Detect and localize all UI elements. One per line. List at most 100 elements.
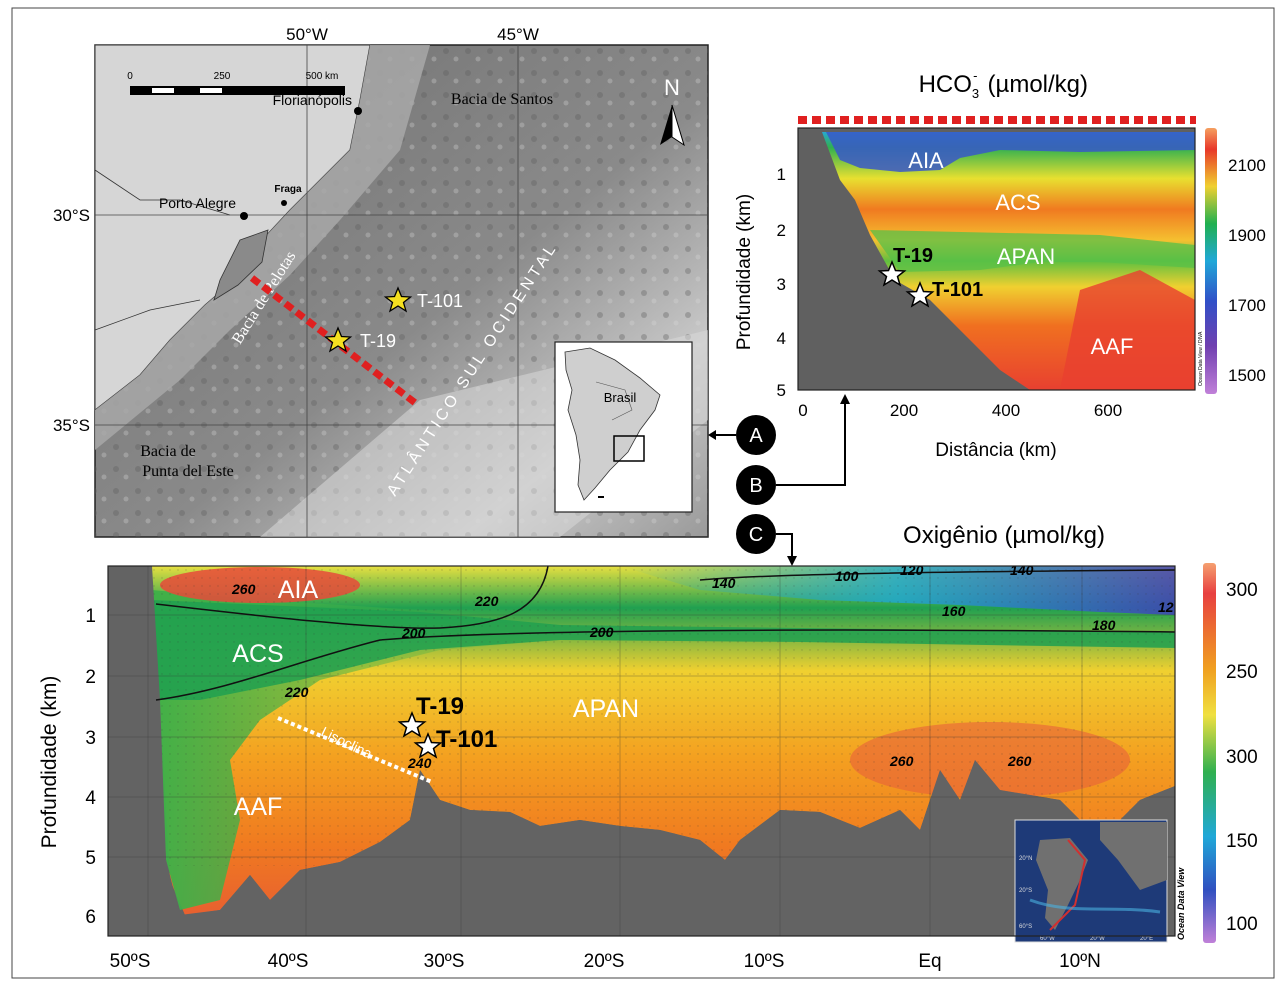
oxygen-contours [155,565,1176,701]
inset-study-box [613,435,645,462]
oxygen-cbtick-300a: 300 [1226,580,1258,601]
oxygen-wm-apan: APAN [573,695,639,723]
map-station-t101-label: T-101 [417,291,463,311]
oxygen-station-t19-label: T-19 [416,693,464,720]
oxygen-ylabel: Profundidade (km) [38,676,61,849]
hco3-credit: Ocean Data View / DIVA [1198,331,1204,386]
city-label-florianopolis: Florianópolis [273,92,352,108]
basin-label-punta-line1: Bacia de [140,443,196,460]
map-station-t19-star [323,326,353,353]
oxygen-ytick-4: 4 [85,788,96,809]
oxygen-ytick-2: 2 [85,667,96,688]
hco3-y-ticks: 1 2 3 4 5 [777,165,786,400]
oxygen-colorbar-ticks: 300 250 300 150 100 [1226,580,1258,935]
oxygen-wm-acs: ACS [232,640,283,668]
oxygen-wm-aia: AIA [278,576,319,604]
oxygen-frame [107,565,1176,937]
city-dot-florianopolis [354,107,362,115]
contour-label-160: 160 [942,603,966,619]
oxygen-colorbar [1203,563,1216,943]
oxygen-xtick-10s: 10ºS [744,951,785,972]
marker-a-label: A [749,425,763,447]
hco3-colorbar-ticks: 2100 1900 1700 1500 [1228,156,1266,385]
oxygen-station-t101-star [413,732,443,759]
hco3-xtick-0: 0 [798,401,807,420]
hco3-ytick-4: 4 [777,329,786,348]
contour-label-140a: 140 [712,575,736,591]
contour-label-12: 12 [1158,599,1174,615]
oxygen-cbtick-100: 100 [1226,914,1258,935]
hco3-station-t101-label: T-101 [932,279,983,301]
map-station-t19-label: T-19 [360,331,396,351]
city-dot-porto-alegre [240,212,248,220]
hco3-wm-apan: APAN [997,244,1055,269]
marker-b: B [736,394,850,505]
city-label-fraga: Fraga [274,184,302,195]
oxygen-xtick-50s: 50ºS [110,951,151,972]
oxygen-x-ticks: 50ºS 40ºS 30ºS 20ºS 10ºS Eq 10ºN [110,951,1101,972]
map-borders [94,169,231,331]
oxygen-grid [108,566,1175,936]
hco3-cbtick-1500: 1500 [1228,366,1266,385]
hco3-cbtick-1700: 1700 [1228,296,1266,315]
inset-tick-20n: 20°N [1019,856,1032,862]
oxygen-inset-map: 20°N 20°S 60°S 60°W 20°W 20°E [1014,819,1168,943]
contour-label-260b: 260 [889,753,914,769]
hco3-xtick-400: 400 [992,401,1020,420]
inset-tick-60w: 60°W [1040,936,1055,942]
oxygen-title: Oxigênio (µmol/kg) [903,522,1105,549]
oxygen-panel: Oxigênio (µmol/kg) [38,522,1258,972]
marker-c-label: C [749,524,763,546]
oxygen-ytick-1: 1 [85,606,96,627]
oxygen-station-t101-label: T-101 [436,726,497,753]
contour-label-220b: 220 [284,684,309,700]
oxygen-y-ticks: 1 2 3 4 5 6 [85,606,96,928]
hco3-deep-band [1060,270,1195,390]
scale-bar: 0 250 500 km [127,71,345,95]
contour-label-260c: 260 [1007,753,1032,769]
marker-c: C [736,514,797,566]
lat-label-30s: 30°S [53,206,90,225]
map-inset: Brasil [554,341,693,513]
hco3-frame [797,127,1196,391]
contour-label-260a: 260 [231,581,256,597]
oxygen-xtick-10n: 10ºN [1059,951,1101,972]
lat-label-35s: 35°S [53,416,90,435]
hco3-x-ticks: 0 200 400 600 [798,401,1122,420]
contour-label-220a: 220 [474,593,499,609]
scale-label-500: 500 km [306,71,339,82]
oxygen-water-masses: AIA ACS APAN AAF [232,576,639,821]
scale-label-250: 250 [214,71,231,82]
contour-label-180: 180 [1092,617,1116,633]
oxygen-wm-aaf: AAF [234,793,283,821]
city-dot-fraga [281,200,287,206]
map-station-t101-star [383,286,413,313]
oxygen-cbtick-150: 150 [1226,831,1258,852]
scale-label-0: 0 [127,71,133,82]
inset-tick-20s: 20°S [1019,888,1032,894]
oxygen-xtick-30s: 30ºS [424,951,465,972]
marker-b-label: B [749,475,762,497]
basin-label-santos: Bacia de Santos [451,91,553,108]
hco3-xtick-600: 600 [1094,401,1122,420]
map-panel: 50°W 45°W 30°S 35°S 0 250 500 km N Flori… [53,25,709,538]
contour-label-240: 240 [407,755,432,771]
inset-tick-60s: 60°S [1019,924,1032,930]
lon-label-45w: 45°W [497,25,539,44]
hco3-wm-aaf: AAF [1091,334,1134,359]
hco3-water-masses: AIA ACS APAN AAF [908,148,1133,359]
oxygen-xtick-eq: Eq [918,951,941,972]
hco3-station-t19-star [877,260,907,287]
marker-a: A [708,415,776,455]
hco3-cbtick-2100: 2100 [1228,156,1266,175]
hco3-station-t19-label: T-19 [893,245,933,267]
hco3-apan-band [870,230,1195,272]
north-label: N [664,75,680,100]
oxygen-xtick-20s: 20ºS [584,951,625,972]
hco3-xlabel: Distância (km) [935,440,1056,461]
city-label-porto-alegre: Porto Alegre [159,195,236,211]
oxygen-contour-labels: 260 220 200 200 220 240 140 100 120 140 … [231,562,1174,771]
hco3-wm-aia: AIA [908,148,944,173]
north-arrow-icon: N [660,75,685,147]
